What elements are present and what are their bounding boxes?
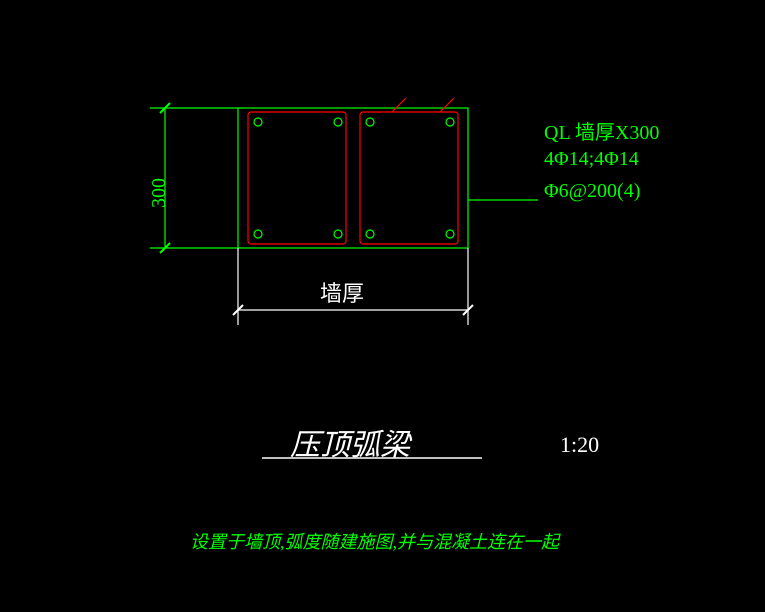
drawing-title: 压顶弧梁 — [290, 420, 410, 464]
section-outline — [238, 108, 468, 248]
spec-line-1: QL 墙厚X300 — [544, 116, 659, 145]
rebar-dot-4 — [254, 230, 262, 238]
dim-horizontal-label: 墙厚 — [320, 276, 364, 308]
rebar-dot-6 — [366, 230, 374, 238]
drawing-scale: 1:20 — [560, 432, 599, 458]
spec-line-3: Φ6@200(4) — [544, 180, 640, 203]
dim-vertical-value: 300 — [148, 178, 171, 208]
spec-line-2: 4Φ14;4Φ14 — [544, 148, 639, 171]
stirrup-1 — [360, 112, 458, 244]
rebar-dot-5 — [334, 230, 342, 238]
hook-1 — [440, 98, 454, 112]
rebar-dot-2 — [366, 118, 374, 126]
rebar-dot-1 — [334, 118, 342, 126]
drawing-canvas — [0, 0, 765, 612]
hook-0 — [392, 98, 406, 112]
rebar-dot-3 — [446, 118, 454, 126]
stirrup-0 — [248, 112, 346, 244]
rebar-dot-0 — [254, 118, 262, 126]
drawing-note: 设置于墙顶,弧度随建施图,并与混凝土连在一起 — [190, 528, 559, 554]
rebar-dot-7 — [446, 230, 454, 238]
